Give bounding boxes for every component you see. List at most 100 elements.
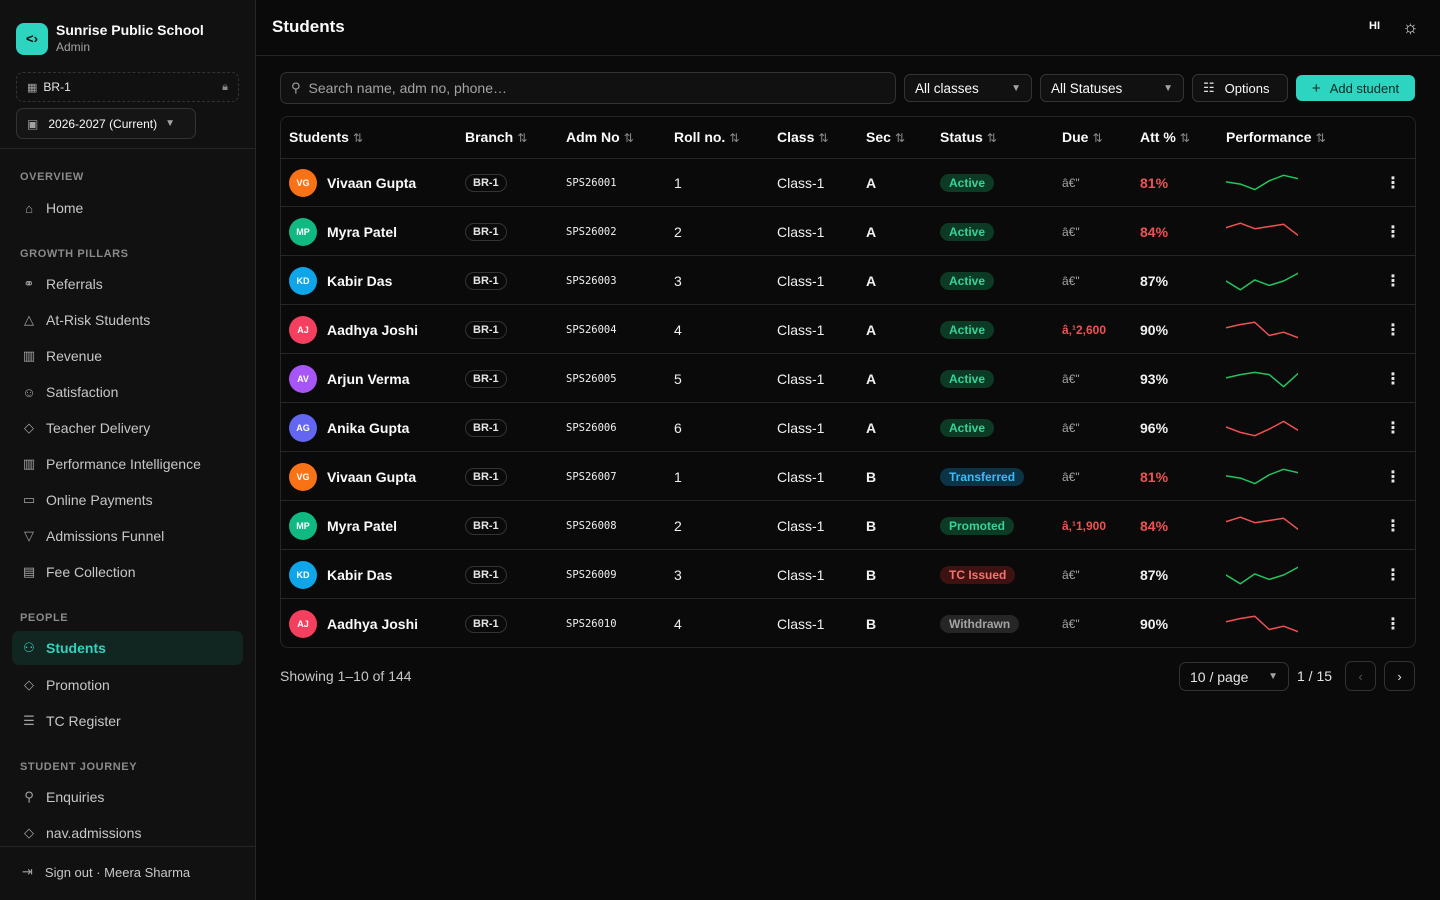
table-row[interactable]: KD Kabir Das BR-1 SPS26003 3 Class-1 A Active â€… <box>281 256 1415 305</box>
student-cell[interactable]: MP Myra Patel <box>289 501 397 550</box>
student-cell[interactable]: KD Kabir Das <box>289 550 392 599</box>
student-cell[interactable]: VG Vivaan Gupta <box>289 452 416 501</box>
column-header-roll-no[interactable]: Roll no. ⇅ <box>674 129 740 145</box>
class-filter-select[interactable]: All classes ▼ <box>904 74 1032 102</box>
column-header-due[interactable]: Due ⇅ <box>1062 129 1103 145</box>
search-input[interactable] <box>308 80 869 96</box>
sun-icon[interactable]: ☼ <box>1402 17 1419 37</box>
next-page-button[interactable]: › <box>1384 661 1415 691</box>
nav-item-promotion[interactable]: ◇ Promotion <box>12 668 243 702</box>
branch-selector[interactable]: ▦ BR-1 🔒︎ <box>16 72 239 102</box>
more-vertical-icon[interactable]: ⋮ <box>1385 174 1401 192</box>
more-vertical-icon[interactable]: ⋮ <box>1385 468 1401 486</box>
more-vertical-icon[interactable]: ⋮ <box>1385 615 1401 633</box>
table-row[interactable]: AJ Aadhya Joshi BR-1 SPS26010 4 Class-1 B Withd… <box>281 599 1415 647</box>
due-amount: â€" <box>1062 616 1080 631</box>
more-vertical-icon[interactable]: ⋮ <box>1385 517 1401 535</box>
student-cell[interactable]: AG Anika Gupta <box>289 403 409 452</box>
student-cell[interactable]: AJ Aadhya Joshi <box>289 305 418 354</box>
nav-item-students[interactable]: ⚇ Students <box>12 631 243 665</box>
calendar-icon: ▣ <box>27 116 39 131</box>
nav-item-referrals[interactable]: ⚭ Referrals <box>12 267 243 301</box>
more-vertical-icon[interactable]: ⋮ <box>1385 419 1401 437</box>
column-header-students[interactable]: Students ⇅ <box>289 129 363 145</box>
column-header-adm-no[interactable]: Adm No ⇅ <box>566 129 634 145</box>
nav-section-journey: STUDENT JOURNEY <box>20 761 138 773</box>
table-row[interactable]: KD Kabir Das BR-1 SPS26009 3 Class-1 B TC Issue… <box>281 550 1415 599</box>
table-row[interactable]: AV Arjun Verma BR-1 SPS26005 5 Class-1 A Active… <box>281 354 1415 403</box>
roll-number: 5 <box>674 370 682 387</box>
prev-page-button[interactable]: ‹ <box>1345 661 1376 691</box>
nav-item-performance-intelligence[interactable]: ▥ Performance Intelligence <box>12 447 243 481</box>
nav-item-tc-register[interactable]: ☰ TC Register <box>12 704 243 738</box>
section-value: B <box>866 468 877 485</box>
nav-item-revenue[interactable]: ▥ Revenue <box>12 339 243 373</box>
nav-item-admissions[interactable]: ◇ nav.admissions <box>12 816 243 850</box>
column-header-performance[interactable]: Performance ⇅ <box>1226 129 1326 145</box>
more-vertical-icon[interactable]: ⋮ <box>1385 223 1401 241</box>
column-header-class[interactable]: Class ⇅ <box>777 129 829 145</box>
table-row[interactable]: VG Vivaan Gupta BR-1 SPS26001 1 Class-1 A Activ… <box>281 158 1415 207</box>
avatar: MP <box>289 511 317 540</box>
nav-item-fee-collection[interactable]: ▤ Fee Collection <box>12 555 243 589</box>
table-row[interactable]: MP Myra Patel BR-1 SPS26008 2 Class-1 B Promote… <box>281 501 1415 550</box>
students-table: Students ⇅ Branch ⇅ Adm No ⇅ Roll no. ⇅ Clas… <box>280 116 1416 648</box>
admission-number: SPS26006 <box>566 421 617 434</box>
student-cell[interactable]: KD Kabir Das <box>289 256 392 305</box>
graduation-cap-icon: ◇ <box>24 677 34 692</box>
sparkline-path <box>1226 468 1298 484</box>
nav-item-online-payments[interactable]: ▭ Online Payments <box>12 483 243 517</box>
status-badge: Active <box>940 173 995 192</box>
sparkline-path <box>1226 515 1298 530</box>
add-student-button[interactable]: + Add student <box>1296 75 1415 101</box>
nav-item-enquiries[interactable]: ⚲ Enquiries <box>12 780 243 814</box>
nav-item-admissions-funnel[interactable]: ▽ Admissions Funnel <box>12 519 243 553</box>
column-header-status[interactable]: Status ⇅ <box>940 129 997 145</box>
bar-chart-icon: ▥ <box>22 456 36 471</box>
nav-item-label: Satisfaction <box>46 384 119 400</box>
student-cell[interactable]: MP Myra Patel <box>289 207 397 256</box>
brand[interactable]: <› Sunrise Public School Admin <box>16 22 204 55</box>
section-value: A <box>866 321 877 338</box>
avatar: VG <box>289 168 317 197</box>
attendance-percent: 96% <box>1140 419 1169 436</box>
table-row[interactable]: MP Myra Patel BR-1 SPS26002 2 Class-1 A Active â… <box>281 207 1415 256</box>
status-filter-select[interactable]: All Statuses ▼ <box>1040 74 1184 102</box>
sparkline-path <box>1226 272 1298 291</box>
nav-item-satisfaction[interactable]: ☺ Satisfaction <box>12 375 243 409</box>
performance-sparkline <box>1226 221 1298 236</box>
admission-number: SPS26007 <box>566 470 617 483</box>
student-cell[interactable]: VG Vivaan Gupta <box>289 158 416 207</box>
column-header-branch[interactable]: Branch ⇅ <box>465 129 528 145</box>
academic-year-selector[interactable]: ▣ 2026-2027 (Current) ▼ <box>16 108 196 139</box>
sign-out-button[interactable]: ⇥ Sign out · Meera Sharma <box>22 864 190 880</box>
admission-number: SPS26010 <box>566 617 617 630</box>
search-bar[interactable]: ⚲ <box>280 72 896 104</box>
more-vertical-icon[interactable]: ⋮ <box>1385 321 1401 339</box>
nav-item-at-risk[interactable]: △ At-Risk Students <box>12 303 243 337</box>
per-page-select[interactable]: 10 / page ▼ <box>1179 662 1289 691</box>
school-name: Sunrise Public School <box>56 22 204 38</box>
avatar: KD <box>289 560 317 589</box>
table-row[interactable]: AJ Aadhya Joshi BR-1 SPS26004 4 Class-1 A Activ… <box>281 305 1415 354</box>
nav-item-home[interactable]: ⌂ Home <box>12 191 243 225</box>
student-cell[interactable]: AV Arjun Verma <box>289 354 409 403</box>
nav-item-teacher-delivery[interactable]: ◇ Teacher Delivery <box>12 411 243 445</box>
more-vertical-icon[interactable]: ⋮ <box>1385 370 1401 388</box>
performance-sparkline <box>1226 515 1298 530</box>
more-vertical-icon[interactable]: ⋮ <box>1385 272 1401 290</box>
admission-number: SPS26003 <box>566 274 617 287</box>
student-cell[interactable]: AJ Aadhya Joshi <box>289 599 418 647</box>
column-header-att[interactable]: Att % ⇅ <box>1140 129 1190 145</box>
options-button[interactable]: ☷ Options <box>1192 74 1288 102</box>
attendance-percent: 84% <box>1140 223 1169 240</box>
admission-number: SPS26004 <box>566 323 617 336</box>
more-vertical-icon[interactable]: ⋮ <box>1385 566 1401 584</box>
language-toggle[interactable]: HI <box>1369 20 1380 32</box>
table-row[interactable]: AG Anika Gupta BR-1 SPS26006 6 Class-1 A Active… <box>281 403 1415 452</box>
roll-number: 1 <box>674 468 682 485</box>
sparkline-path <box>1226 615 1298 632</box>
student-name: Kabir Das <box>327 566 393 583</box>
column-header-sec[interactable]: Sec ⇅ <box>866 129 905 145</box>
table-row[interactable]: VG Vivaan Gupta BR-1 SPS26007 1 Class-1 B Trans… <box>281 452 1415 501</box>
